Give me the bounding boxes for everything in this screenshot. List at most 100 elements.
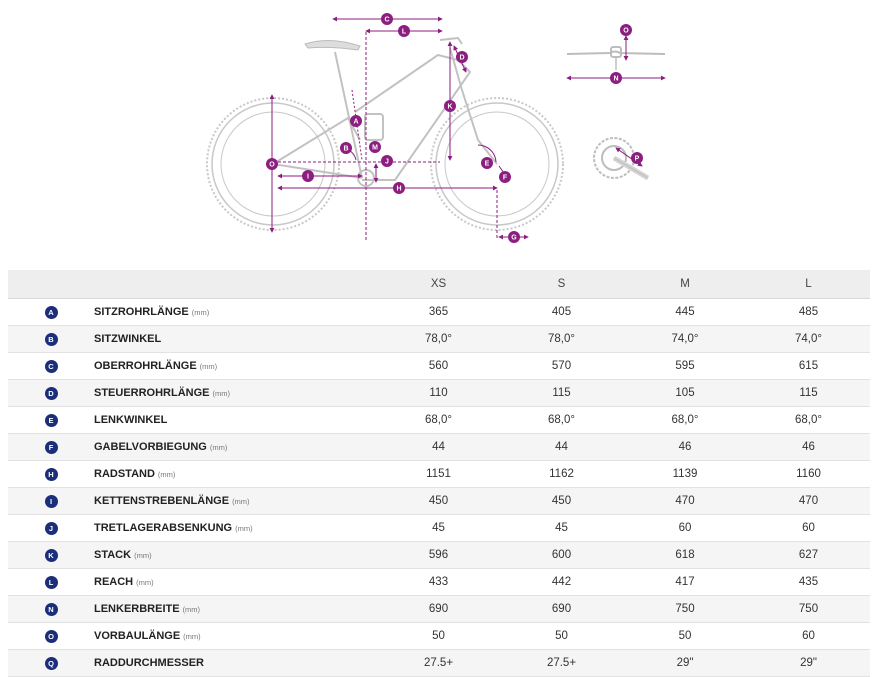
badge-cell: C (8, 352, 94, 380)
badge-cell: I (8, 487, 94, 515)
svg-text:E: E (485, 161, 490, 168)
label-badges: C L D K A B M J O I H E F G N O P (266, 13, 643, 243)
label-p: P (631, 152, 643, 164)
label-g: G (508, 231, 520, 243)
svg-text:I: I (307, 174, 309, 181)
value-cell-s: 690 (500, 595, 623, 623)
value-cell-s: 1162 (500, 460, 623, 488)
row-letter-badge: C (44, 359, 58, 373)
value-cell-xs: 78,0° (377, 325, 500, 353)
value-cell-s: 442 (500, 568, 623, 596)
svg-text:P: P (635, 156, 640, 163)
value-cell-xs: 50 (377, 622, 500, 650)
row-letter-badge: N (44, 602, 58, 616)
parameter-cell: STACK (mm) (94, 541, 377, 569)
value-cell-l: 485 (747, 298, 870, 326)
header-size-l: L (747, 270, 870, 299)
row-letter-badge: K (44, 548, 58, 562)
svg-text:D: D (459, 55, 464, 62)
value-cell-s: 27.5+ (500, 649, 623, 677)
parameter-cell: OBERROHRLÄNGE (mm) (94, 352, 377, 380)
value-cell-xs: 45 (377, 514, 500, 542)
value-cell-s: 50 (500, 622, 623, 650)
parameter-unit: (mm) (209, 443, 228, 452)
value-cell-m: 60 (623, 514, 747, 542)
table-row: D STEUERROHRLÄNGE (mm) 110 115 105 115 (8, 379, 870, 407)
parameter-cell: KETTENSTREBENLÄNGE (mm) (94, 487, 377, 515)
svg-text:M: M (372, 145, 378, 152)
parameter-cell: VORBAULÄNGE (mm) (94, 622, 377, 650)
header-empty (8, 270, 94, 299)
badge-cell: J (8, 514, 94, 542)
label-a: A (350, 115, 362, 127)
parameter-unit: (mm) (157, 470, 176, 479)
value-cell-s: 44 (500, 433, 623, 461)
svg-text:G: G (511, 235, 517, 242)
parameter-name: OBERROHRLÄNGE (94, 360, 197, 372)
parameter-name: STEUERROHRLÄNGE (94, 387, 210, 399)
header-size-xs: XS (377, 270, 500, 299)
bike-geometry-diagram: C L D K A B M J O I H E F G N O P (206, 13, 666, 243)
svg-text:L: L (402, 29, 407, 36)
row-letter-badge: I (44, 494, 58, 508)
value-cell-xs: 450 (377, 487, 500, 515)
handlebar-drawing (566, 35, 666, 81)
parameter-unit: (mm) (232, 497, 250, 506)
value-cell-xs: 1151 (377, 460, 500, 488)
value-cell-l: 29" (747, 649, 870, 677)
label-m: M (369, 141, 381, 153)
value-cell-xs: 596 (377, 541, 500, 569)
geometry-table: XS S M L A SITZROHRLÄNGE (mm) 365 405 445 485 B… (8, 270, 870, 677)
label-n: N (610, 72, 622, 84)
parameter-name: RADSTAND (94, 468, 155, 480)
value-cell-l: 60 (747, 622, 870, 650)
value-cell-m: 595 (623, 352, 747, 380)
label-d: D (456, 51, 468, 63)
badge-cell: A (8, 298, 94, 326)
value-cell-l: 60 (747, 514, 870, 542)
value-cell-xs: 44 (377, 433, 500, 461)
value-cell-s: 68,0° (500, 406, 623, 434)
row-letter-badge: D (44, 386, 58, 400)
label-b: B (340, 142, 352, 154)
table-header-row: XS S M L (8, 270, 870, 299)
value-cell-l: 627 (747, 541, 870, 569)
badge-cell: Q (8, 649, 94, 677)
parameter-cell: SITZWINKEL (94, 325, 377, 353)
parameter-cell: RADDURCHMESSER (94, 649, 377, 677)
header-size-s: S (500, 270, 623, 299)
parameter-name: LENKERBREITE (94, 603, 180, 615)
row-letter-badge: F (44, 440, 58, 454)
value-cell-xs: 560 (377, 352, 500, 380)
table-row: B SITZWINKEL 78,0° 78,0° 74,0° 74,0° (8, 325, 870, 353)
table-row: J TRETLAGERABSENKUNG (mm) 45 45 60 60 (8, 514, 870, 542)
table-row: Q RADDURCHMESSER 27.5+ 27.5+ 29" 29" (8, 649, 870, 677)
value-cell-l: 750 (747, 595, 870, 623)
parameter-name: REACH (94, 576, 134, 588)
value-cell-s: 600 (500, 541, 623, 569)
label-j: J (381, 155, 393, 167)
value-cell-m: 1139 (623, 460, 747, 488)
svg-text:C: C (384, 17, 389, 24)
value-cell-l: 68,0° (747, 406, 870, 434)
parameter-unit: (mm) (212, 389, 231, 398)
parameter-name: SITZWINKEL (94, 333, 162, 345)
value-cell-m: 68,0° (623, 406, 747, 434)
value-cell-l: 1160 (747, 460, 870, 488)
parameter-unit: (mm) (134, 551, 152, 560)
table-row: H RADSTAND (mm) 1151 1162 1139 1160 (8, 460, 870, 488)
row-letter-badge: B (44, 332, 58, 346)
label-h: H (393, 182, 405, 194)
svg-text:K: K (447, 104, 452, 111)
parameter-unit: (mm) (136, 578, 154, 587)
value-cell-l: 470 (747, 487, 870, 515)
badge-cell: N (8, 595, 94, 623)
badge-cell: D (8, 379, 94, 407)
value-cell-xs: 27.5+ (377, 649, 500, 677)
table-row: N LENKERBREITE (mm) 690 690 750 750 (8, 595, 870, 623)
table-row: F GABELVORBIEGUNG (mm) 44 44 46 46 (8, 433, 870, 461)
value-cell-m: 46 (623, 433, 747, 461)
row-letter-badge: A (44, 305, 58, 319)
value-cell-xs: 110 (377, 379, 500, 407)
value-cell-xs: 365 (377, 298, 500, 326)
